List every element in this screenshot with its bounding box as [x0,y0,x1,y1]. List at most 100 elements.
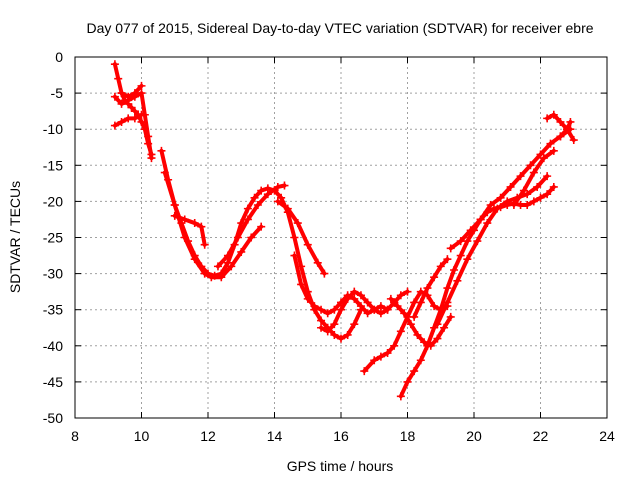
data-point [416,298,425,307]
data-point [114,74,123,83]
data-point [250,193,259,202]
data-point [360,367,369,376]
data-point [533,182,542,191]
data-point [350,287,359,296]
data-points [110,60,578,401]
data-point [323,309,332,318]
data-point [280,181,289,190]
data-point [386,294,395,303]
series-arc-18 [509,146,558,210]
series-arc-8 [213,181,289,271]
data-point [546,139,555,148]
series-arc-3 [110,110,146,130]
y-tick-label: 0 [55,49,63,65]
data-point [456,237,465,246]
data-point [566,117,575,126]
data-point [170,201,179,210]
data-point [443,255,452,264]
series-arc-19 [543,110,578,145]
data-point [403,287,412,296]
data-point [430,273,439,282]
y-axis-label: SDTVAR / TECUs [7,181,23,293]
data-point [493,204,502,213]
y-tick-label: -10 [43,121,63,137]
series-arc-6 [160,168,266,282]
data-point [147,154,156,163]
x-axis-label: GPS time / hours [287,458,394,474]
data-point [110,92,119,101]
data-point [117,117,126,126]
data-point [130,114,139,123]
data-point [443,298,452,307]
data-point [320,269,329,278]
series-arc-12 [360,287,452,376]
data-point [466,226,475,235]
data-point [529,197,538,206]
data-point [376,352,385,361]
data-point [410,367,419,376]
data-point [376,309,385,318]
data-point [160,168,169,177]
data-point [506,182,515,191]
data-point [217,273,226,282]
y-tick-label: -20 [43,193,63,209]
data-point [400,309,409,318]
data-point [343,294,352,303]
y-tick-label: -35 [43,302,63,318]
series-track [435,174,550,327]
series-arc-7 [170,211,209,249]
data-point [539,154,548,163]
data-point [317,323,326,332]
data-point [137,110,146,119]
data-point [330,330,339,339]
data-point [440,323,449,332]
series-arc-11 [317,287,412,336]
data-point [543,114,552,123]
data-point [370,305,379,314]
x-tick-label: 8 [71,428,79,444]
data-point [263,190,272,199]
x-tick-label: 12 [200,428,216,444]
series-track [119,83,144,99]
data-point [243,215,252,224]
data-point [233,233,242,242]
data-point [423,341,432,350]
data-point [313,258,322,267]
data-point [543,172,552,181]
data-point [456,251,465,260]
data-point [290,251,299,260]
data-point [393,302,402,311]
data-point [343,330,352,339]
data-point [273,197,282,206]
data-point [303,294,312,303]
data-point [253,201,262,210]
series-track [112,91,154,161]
data-point [413,330,422,339]
axis-ticks: 8 10 12 14 16 18 20 22 24 0 -5 -10 -15 -20 -25 -30 -35 -4… [43,49,615,444]
data-point [403,377,412,386]
data-point [483,219,492,228]
data-point [330,320,339,329]
data-point [416,287,425,296]
data-point [297,280,306,289]
data-point [446,312,455,321]
series-track [275,199,327,276]
x-tick-label: 24 [599,428,615,444]
data-point [137,81,146,90]
data-point [516,172,525,181]
series-arc-20 [556,117,575,141]
data-point [207,273,216,282]
series-arc-15 [410,255,452,321]
data-point [200,240,209,249]
data-point [433,320,442,329]
data-point [124,92,133,101]
data-point [144,132,153,141]
data-point [503,197,512,206]
data-point [350,320,359,329]
data-point [430,302,439,311]
data-point [526,161,535,170]
data-point [556,117,565,126]
data-point [356,291,365,300]
data-point [396,392,405,401]
data-point [396,327,405,336]
